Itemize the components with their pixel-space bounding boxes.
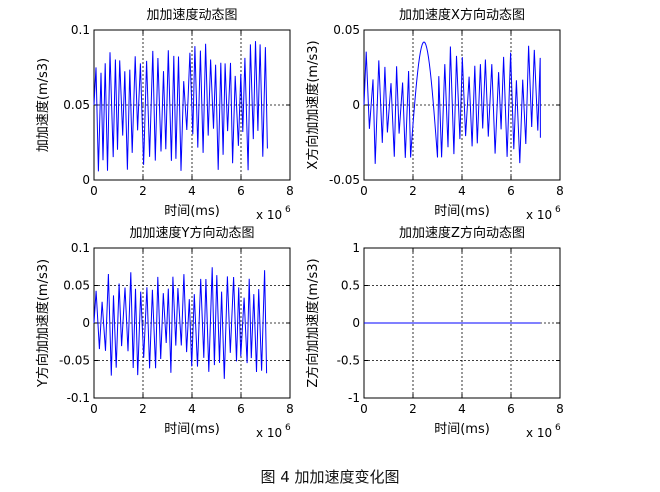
x-axis-label: 时间(ms) (434, 204, 490, 219)
x-axis-label: 时间(ms) (434, 422, 490, 437)
y-tick-label: 0 (82, 316, 90, 330)
y-tick-label: -0.5 (337, 354, 360, 368)
x-exponent-power: 6 (555, 205, 561, 215)
x-tick-label: 2 (409, 184, 417, 198)
y-tick-label: -0.1 (67, 391, 90, 405)
y-tick-label: 0 (352, 98, 360, 112)
y-axis-label: Y方向加加速度(m/s3) (35, 259, 51, 388)
y-axis-label: Z方向加加速度(m/s3) (305, 258, 321, 387)
y-tick-label: 0 (82, 173, 90, 187)
x-tick-label: 0 (90, 402, 98, 416)
figure-caption: 图 4 加加速度变化图 (260, 468, 400, 486)
x-exponent-label: x 10 (256, 208, 282, 222)
x-tick-label: 0 (360, 402, 368, 416)
x-tick-label: 6 (237, 402, 245, 416)
x-tick-label: 6 (507, 184, 515, 198)
x-axis-label: 时间(ms) (164, 204, 220, 219)
y-tick-label: -1 (348, 391, 360, 405)
x-tick-label: 2 (139, 402, 147, 416)
x-exponent-label: x 10 (526, 208, 552, 222)
y-tick-label: 0.5 (341, 279, 360, 293)
x-tick-label: 8 (286, 184, 294, 198)
x-tick-label: 0 (360, 184, 368, 198)
x-tick-label: 0 (90, 184, 98, 198)
x-tick-label: 2 (409, 402, 417, 416)
series-line (93, 267, 268, 379)
x-tick-label: 4 (458, 402, 466, 416)
chart-title: 加加速度动态图 (146, 7, 237, 23)
chart-title: 加加速度Y方向动态图 (130, 225, 255, 241)
chart-title: 加加速度X方向动态图 (399, 7, 525, 23)
x-exponent-label: x 10 (526, 426, 552, 440)
chart-title: 加加速度Z方向动态图 (399, 225, 525, 241)
x-tick-label: 4 (188, 184, 196, 198)
y-axis-label: 加加速度(m/s3) (35, 58, 51, 152)
y-tick-label: 0.05 (63, 279, 90, 293)
x-tick-label: 8 (556, 184, 564, 198)
y-tick-label: -0.05 (329, 173, 360, 187)
y-tick-label: 0.1 (71, 241, 90, 255)
series-line (363, 41, 541, 164)
y-tick-label: 1 (352, 241, 360, 255)
x-tick-label: 4 (188, 402, 196, 416)
y-tick-label: 0.05 (333, 23, 360, 37)
x-tick-label: 4 (458, 184, 466, 198)
x-tick-label: 6 (507, 402, 515, 416)
x-tick-label: 2 (139, 184, 147, 198)
x-tick-label: 8 (556, 402, 564, 416)
x-axis-label: 时间(ms) (164, 422, 220, 437)
y-tick-label: 0.05 (63, 98, 90, 112)
x-tick-label: 6 (237, 184, 245, 198)
x-exponent-label: x 10 (256, 426, 282, 440)
y-axis-label: X方向加加速度(m/s3) (305, 40, 321, 169)
x-exponent-power: 6 (555, 423, 561, 433)
x-tick-label: 8 (286, 402, 294, 416)
x-exponent-power: 6 (285, 423, 291, 433)
series-line (93, 41, 268, 172)
y-tick-label: 0.1 (71, 23, 90, 37)
x-exponent-power: 6 (285, 205, 291, 215)
y-tick-label: 0 (352, 316, 360, 330)
y-tick-label: -0.05 (59, 354, 90, 368)
